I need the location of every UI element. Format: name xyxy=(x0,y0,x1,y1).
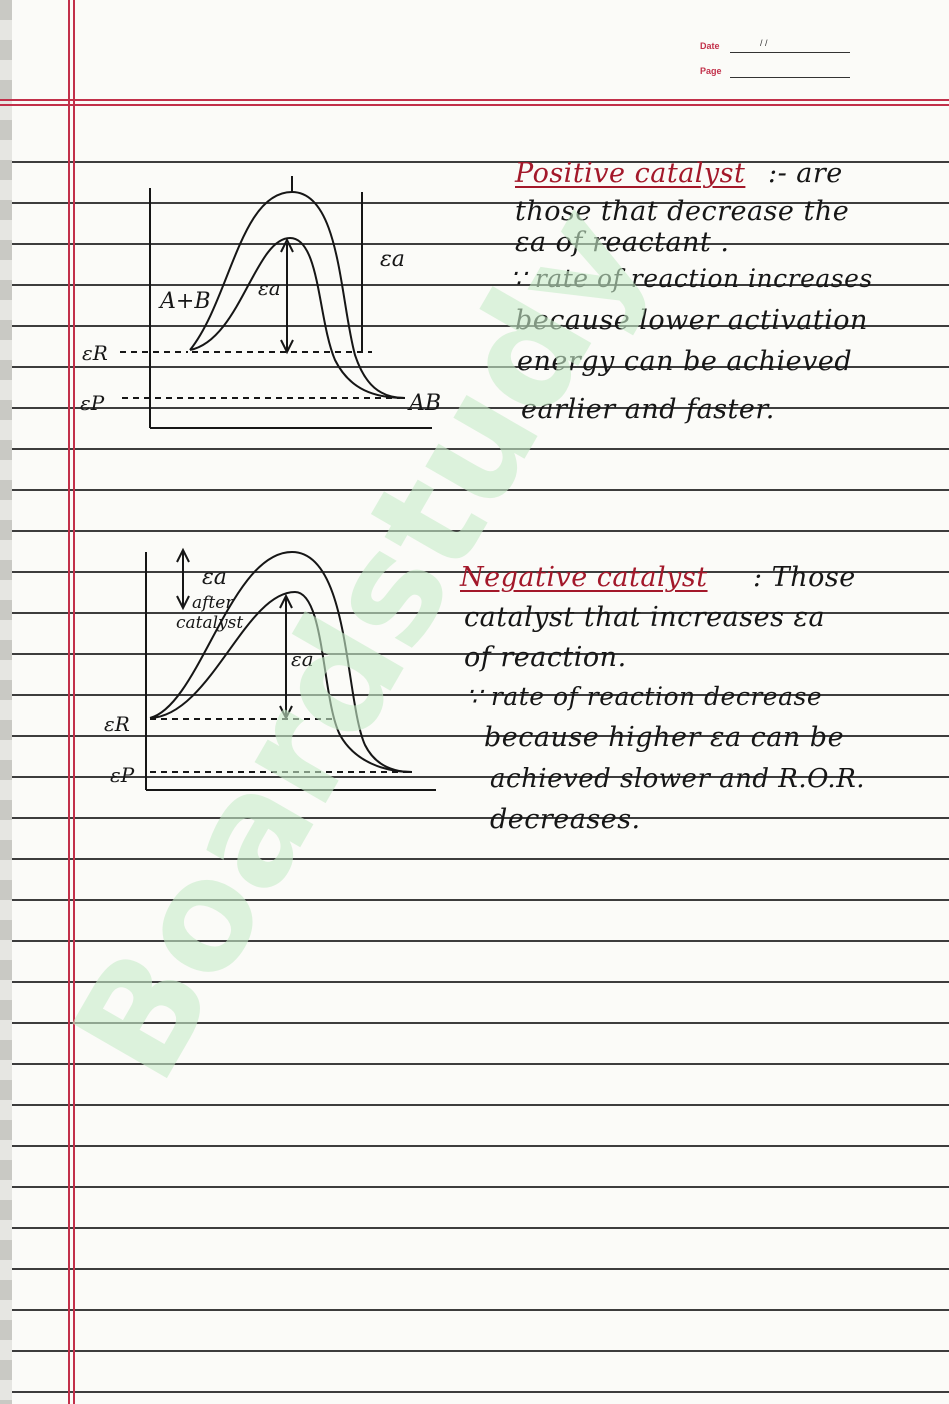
negative-ea-top-label: εa xyxy=(202,565,227,590)
negative-ea-arrowheads xyxy=(279,593,293,721)
positive-products-label: AB xyxy=(407,391,441,416)
negative-after-label: after xyxy=(192,593,234,613)
negative-line-3: ∵ rate of reaction decrease xyxy=(466,682,823,711)
positive-ea-inner-label: εa xyxy=(258,276,281,300)
positive-line-4: because lower activation xyxy=(515,305,868,336)
spiral-binding-edge xyxy=(0,0,12,1404)
positive-line-5: energy can be achieved xyxy=(517,346,853,377)
positive-er-label: εR xyxy=(82,341,108,365)
positive-catalyst-heading: Positive catalyst xyxy=(515,158,746,189)
positive-line-0: :- are xyxy=(768,158,843,189)
page-field-line xyxy=(730,77,850,78)
negative-catalyst-label: catalyst xyxy=(176,613,243,633)
negative-ea-inner-label: εa xyxy=(291,647,314,671)
negative-catalyst-diagram: εa after catalyst εa εR εP xyxy=(104,547,436,791)
negative-catalysed-curve xyxy=(149,550,413,773)
negative-catalyst-heading: Negative catalyst xyxy=(460,562,708,593)
positive-line-6: earlier and faster. xyxy=(521,394,775,425)
positive-line-3: ∵ rate of reaction increases xyxy=(510,264,873,293)
header-rule xyxy=(0,99,949,101)
positive-ea-outer-label: εa xyxy=(380,247,405,272)
negative-ea-top-arrowheads xyxy=(176,547,190,611)
positive-catalysed-curve xyxy=(189,236,406,399)
negative-line-0: : Those xyxy=(753,562,856,593)
positive-reactants-label: A+B xyxy=(158,289,211,314)
negative-ep-label: εP xyxy=(110,763,135,787)
positive-ea-arrowheads xyxy=(280,237,294,355)
margin-line xyxy=(68,0,70,1404)
positive-line-2: εa of reactant . xyxy=(515,227,730,258)
margin-line-inner xyxy=(73,0,75,1404)
date-slashes: / / xyxy=(760,38,768,48)
negative-line-5: achieved slower and R.O.R. xyxy=(490,764,866,794)
positive-catalyst-diagram: A+B AB εR εP εa εa xyxy=(80,176,441,429)
positive-line-1: those that decrease the xyxy=(515,196,850,227)
date-label: Date xyxy=(700,41,720,51)
page-label: Page xyxy=(700,66,722,76)
negative-line-2: of reaction. xyxy=(464,642,627,673)
negative-line-4: because higher εa can be xyxy=(484,722,845,753)
negative-line-1: catalyst that increases εa xyxy=(464,602,826,633)
header-rule-inner xyxy=(0,104,949,106)
positive-uncatalysed-curve xyxy=(189,190,406,399)
positive-ep-label: εP xyxy=(80,391,105,415)
negative-er-label: εR xyxy=(104,712,130,736)
negative-uncatalysed-curve xyxy=(149,590,413,773)
negative-line-6: decreases. xyxy=(490,804,641,835)
date-field-line xyxy=(730,52,850,53)
